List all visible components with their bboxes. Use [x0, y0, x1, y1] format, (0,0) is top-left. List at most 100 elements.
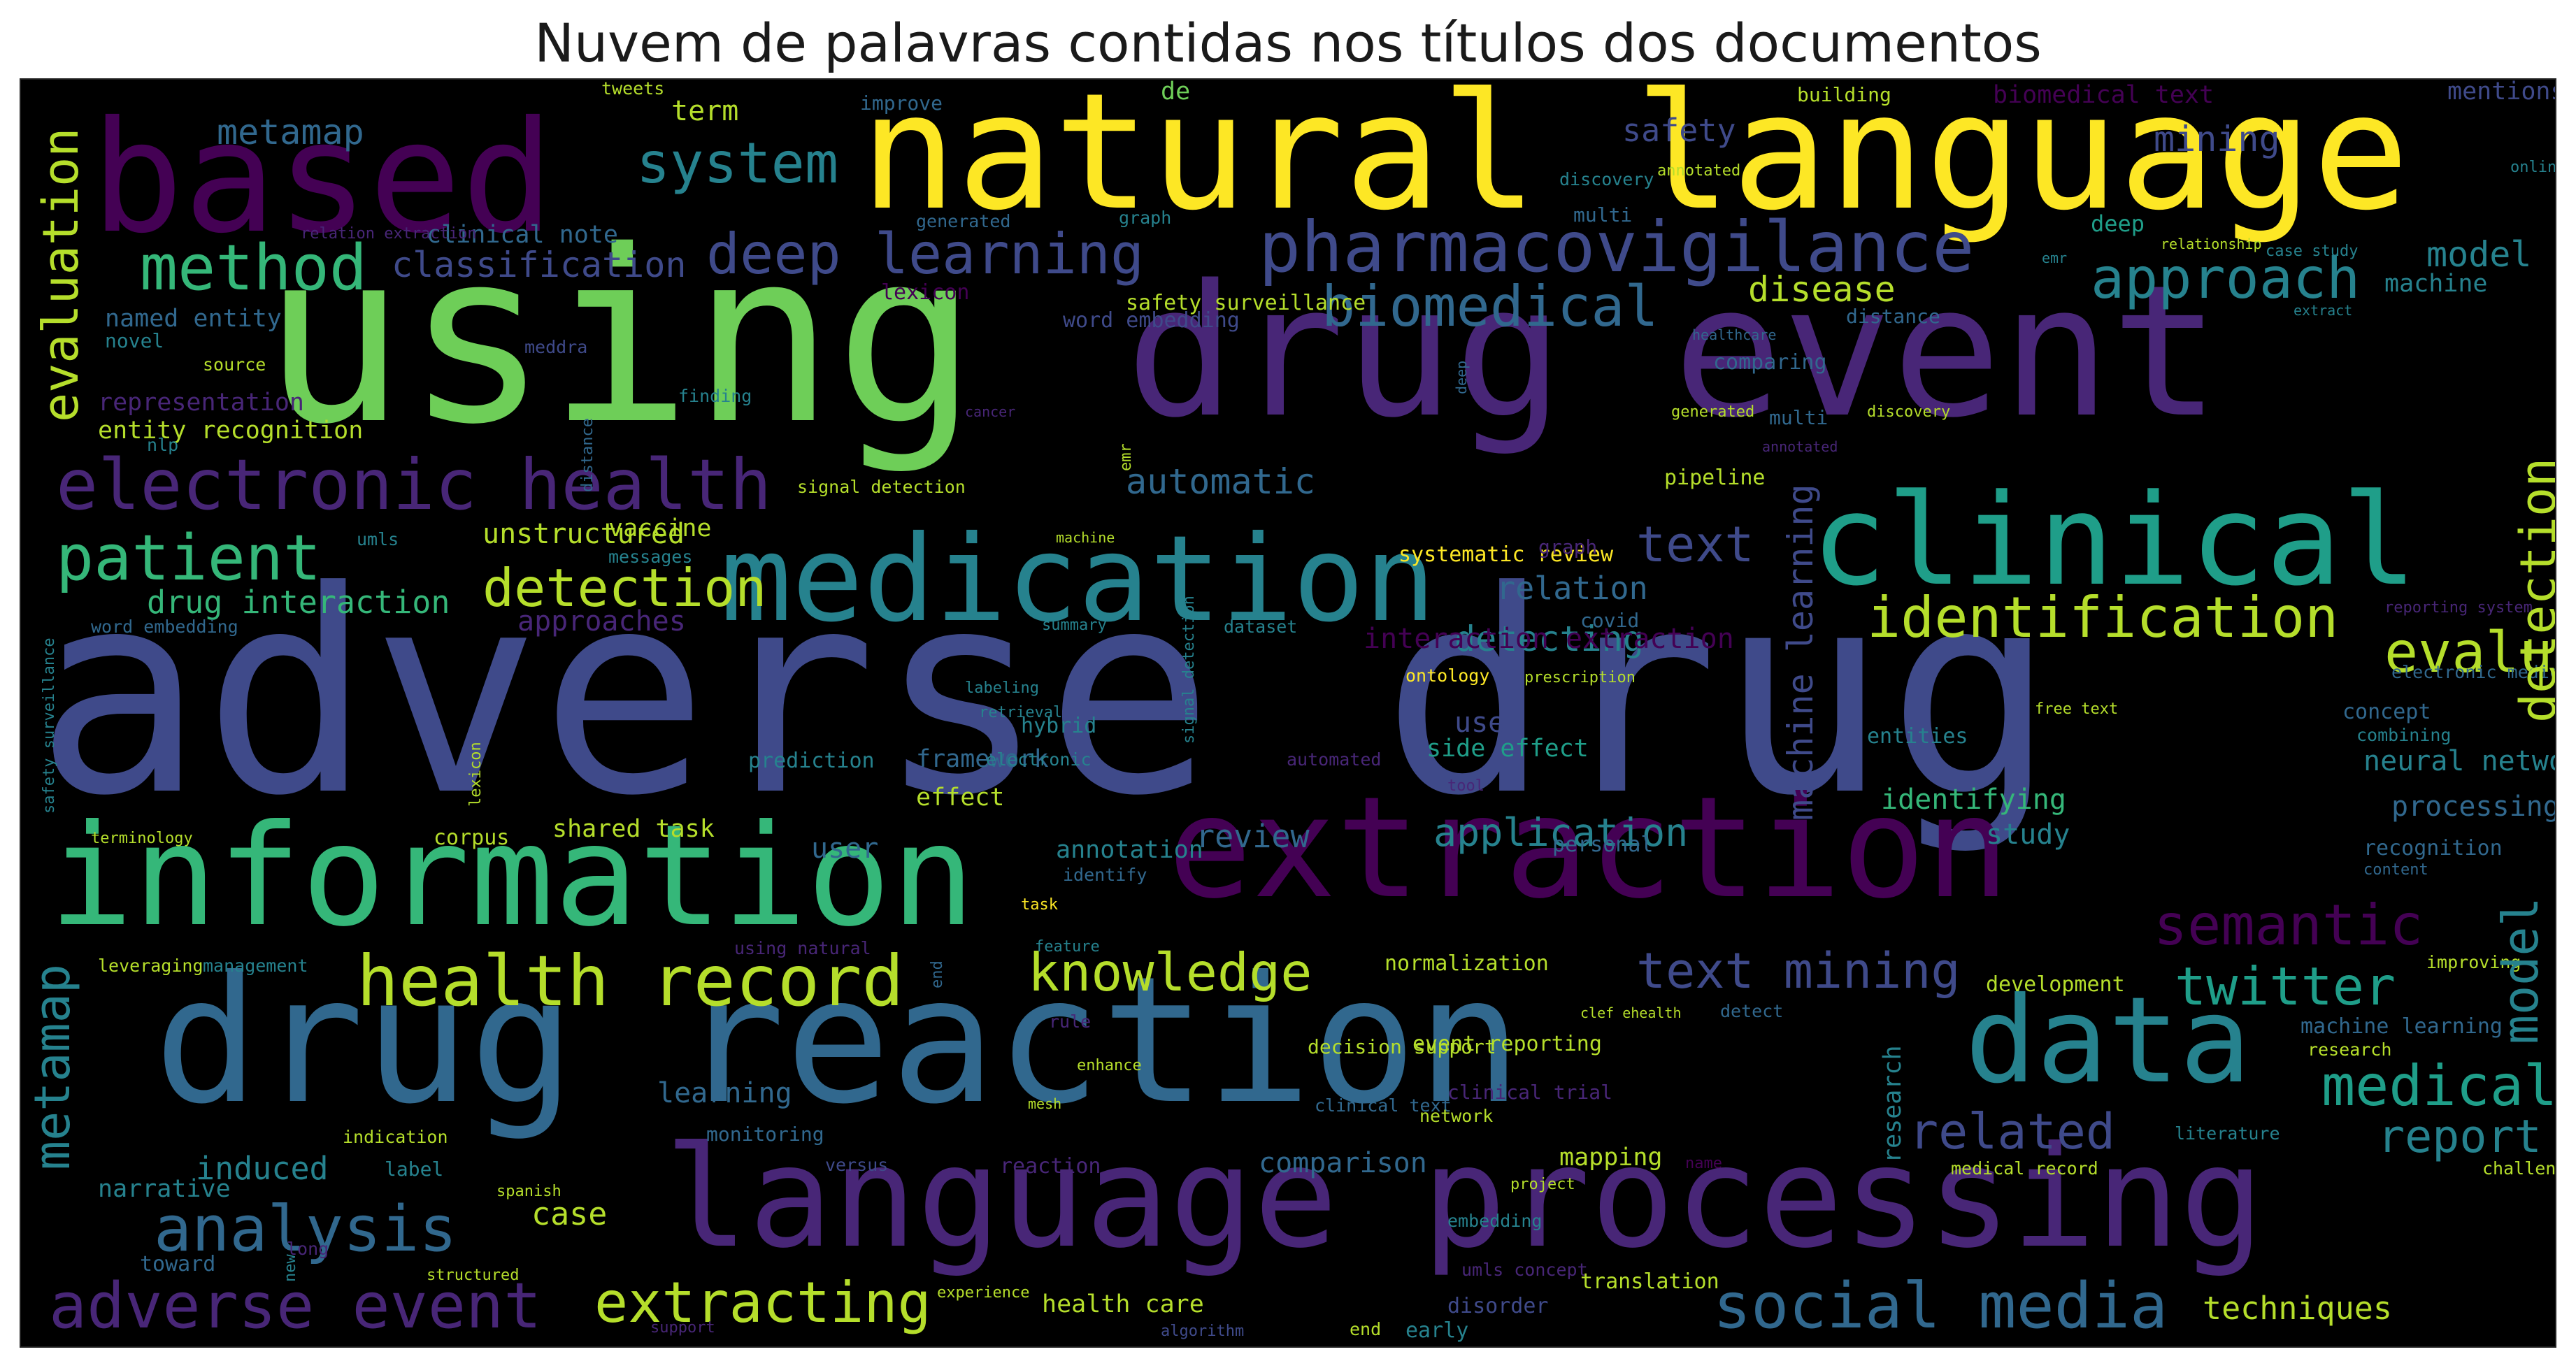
- word-annotation: side effect: [1426, 735, 1589, 763]
- word-vaccine: representation: [98, 389, 305, 417]
- word-source: summary: [1042, 617, 1107, 634]
- word-medication: medication: [720, 510, 1436, 649]
- word-ontology: comparing: [1713, 350, 1827, 375]
- word-text-mining: text mining: [1636, 942, 1961, 1000]
- word-extraction: extraction: [1168, 767, 2010, 930]
- word-corpus: effect: [916, 784, 1005, 812]
- word-sense-disambiguation: support: [650, 1319, 715, 1337]
- word-case-study: meddra: [524, 337, 588, 357]
- word-language-processing: language processing: [664, 1116, 2264, 1279]
- word-association: structured: [427, 1267, 520, 1284]
- word-application: relation: [1496, 570, 1648, 607]
- word-nlp: hybrid: [1021, 714, 1097, 738]
- word-study: application: [1433, 810, 1689, 855]
- word-standard: clef ehealth: [1580, 1005, 1682, 1021]
- word-processing: annotation: [1056, 836, 1203, 864]
- word-adverse-drug: adverse drug: [35, 532, 2056, 857]
- word-medical-record: comparison: [1259, 1147, 1427, 1179]
- word-personal: decision support: [1308, 1035, 1496, 1058]
- word-algorithm: identify: [1063, 865, 1147, 885]
- word-network: machine: [2384, 270, 2488, 298]
- word-domain: improving: [2426, 952, 2521, 972]
- word-lexicon-v: lexicon: [467, 742, 485, 807]
- word-finding: source: [203, 354, 266, 375]
- word-project: annotated: [1657, 162, 1741, 180]
- word-large: content: [2363, 861, 2428, 879]
- word-drug-interaction: disease: [1748, 269, 1896, 310]
- word-support: task: [1021, 896, 1058, 914]
- word-distance-v: distance: [579, 418, 596, 492]
- word-word: spanish: [496, 1183, 561, 1200]
- word-discharge-summaries: name: [1685, 1155, 1722, 1172]
- word-multi: multi: [1769, 406, 1829, 429]
- word-safety: model: [2426, 234, 2532, 275]
- word-extracting: extracting: [594, 1270, 931, 1335]
- word-clinical-trial: distance: [1846, 305, 1940, 328]
- word-post: detect: [1720, 1001, 1784, 1021]
- word-free-text: entities: [1867, 724, 1968, 749]
- word-label: multi: [1573, 203, 1633, 226]
- word-mesh: emr: [2042, 250, 2068, 266]
- word-decision-support: research: [2307, 1039, 2392, 1060]
- word-generated: generated: [1671, 403, 1755, 421]
- word-graph: graph: [1538, 535, 1598, 559]
- word-discovery: discovery: [1867, 403, 1951, 421]
- word-spanish: discovery: [1559, 169, 1654, 189]
- word-management: extract: [2294, 302, 2353, 319]
- word-emr-v: emr: [1117, 443, 1135, 471]
- word-via: experience: [937, 1284, 1030, 1302]
- word-task: biomedical text: [1993, 81, 2214, 109]
- word-effect: identifying: [1881, 784, 2066, 816]
- word-relation: entity recognition: [98, 417, 364, 445]
- word-potential: end: [1350, 1319, 1382, 1339]
- word-representation: clinical note: [427, 221, 618, 249]
- word-related: related: [1909, 1103, 2116, 1160]
- word-building: signal detection: [797, 477, 966, 497]
- word-method: method: [140, 231, 368, 305]
- word-interaction-extraction: medical record: [1951, 1158, 2098, 1179]
- word-entities: event reporting: [1412, 1032, 1602, 1056]
- word-classification: metamap: [217, 112, 364, 152]
- word-user: use: [1454, 707, 1505, 739]
- word-health-record: health record: [357, 940, 904, 1022]
- word-feature: building: [1797, 83, 1891, 106]
- word-indication: generated: [916, 211, 1011, 231]
- word-clinical-note: mining: [2154, 119, 2280, 159]
- word-word-embedding: word embedding: [91, 617, 238, 637]
- word-systematic-review: literature: [2175, 1123, 2280, 1144]
- word-retrieval: electronic medical: [2391, 662, 2555, 682]
- word-entity-recognition: automatic: [1126, 461, 1315, 502]
- word-unstructured: named entity: [105, 305, 282, 333]
- word-concept: case: [531, 1195, 608, 1232]
- word-embedding: healthcare: [1692, 326, 1777, 343]
- word-relation-extraction: improve: [860, 92, 943, 115]
- word-tweets: umls: [357, 529, 399, 549]
- word-clef-ehealth: network: [1419, 1106, 1494, 1126]
- word-social-media: social media: [1713, 1269, 2168, 1343]
- word-summary: prescription: [1524, 669, 1636, 686]
- word-umls-concept: rule: [1049, 1011, 1092, 1032]
- word-reaction: narrative: [98, 1175, 231, 1203]
- word-techniques: concept: [2342, 700, 2431, 724]
- chart-title: Nuvem de palavras contidas nos títulos d…: [534, 12, 2042, 74]
- word-drug-event: drug event: [1126, 247, 2221, 458]
- word-covid: tool: [1447, 777, 1484, 795]
- word-report: report: [2377, 1111, 2542, 1163]
- word-disease: safety: [1622, 112, 1736, 149]
- word-toward: learning: [657, 1077, 792, 1109]
- word-de: approaches: [517, 605, 686, 638]
- word-annotated: annotated: [1762, 438, 1838, 455]
- word-document: translation: [1580, 1269, 1719, 1294]
- word-long: relation extraction: [301, 225, 477, 243]
- word-reporting-system: automated: [1287, 749, 1382, 770]
- word-monitoring: graph: [1119, 208, 1172, 228]
- word-relationship: cancer: [965, 403, 1016, 420]
- word-dataset: ontology: [1405, 665, 1490, 686]
- word-shared-task: recognition: [2363, 836, 2503, 861]
- word-meddra: novel: [105, 329, 164, 352]
- word-terminology: terminology: [91, 830, 193, 847]
- word-evaluation-v: evaluation: [32, 127, 90, 422]
- word-clinical: clinical: [1811, 468, 2417, 614]
- word-analysis: analysis: [154, 1193, 457, 1266]
- word-experience: feature: [1035, 938, 1100, 956]
